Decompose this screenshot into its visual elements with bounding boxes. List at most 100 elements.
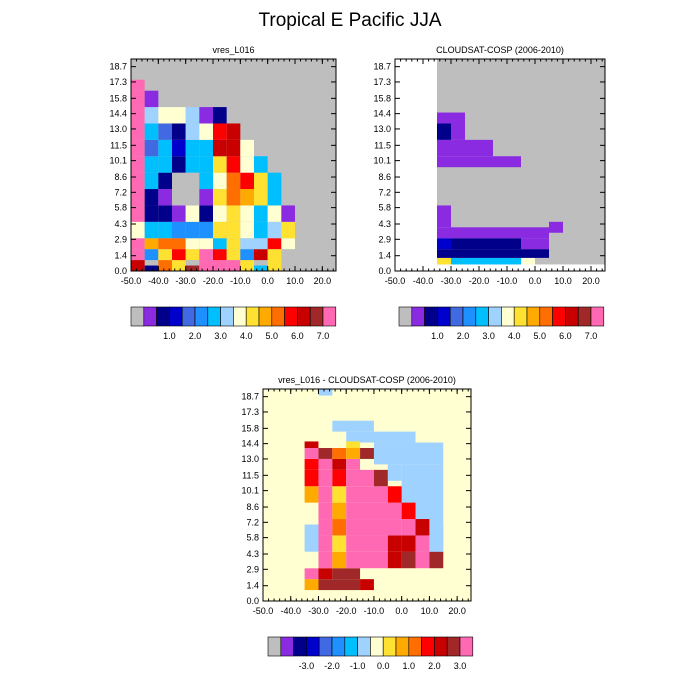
heatmap-cell xyxy=(332,535,347,552)
y-tick-label: 2.9 xyxy=(378,234,391,244)
y-tick-label: 14.4 xyxy=(373,109,391,119)
heatmap-cell xyxy=(131,189,145,206)
colorbar-box xyxy=(233,306,247,327)
colorbar-label: -2.0 xyxy=(324,661,340,671)
heatmap-cell xyxy=(451,123,465,140)
y-tick-label: 4.3 xyxy=(378,219,391,229)
y-tick-label: 13.0 xyxy=(241,454,259,464)
heatmap-cell xyxy=(185,156,200,173)
heatmap-cell xyxy=(131,107,145,124)
heatmap-cell xyxy=(172,156,186,173)
heatmap-cell xyxy=(158,260,172,271)
heatmap-cell xyxy=(158,221,172,239)
heatmap-cell xyxy=(318,535,333,552)
heatmap-cell xyxy=(172,205,186,222)
heatmap-cell xyxy=(185,205,200,222)
heatmap-cell xyxy=(267,221,282,239)
colorbar-box xyxy=(552,306,566,327)
colorbar-box xyxy=(475,306,489,327)
heatmap-cell xyxy=(144,205,159,222)
heatmap-cell xyxy=(213,156,227,173)
heatmap-cell xyxy=(254,249,268,261)
heatmap-cell xyxy=(346,486,388,503)
colorbar-label: 3.0 xyxy=(482,331,495,341)
heatmap-cell xyxy=(185,221,200,239)
colorbar-label: 6.0 xyxy=(559,331,572,341)
heatmap-cell xyxy=(226,139,241,157)
heatmap-cell xyxy=(185,265,200,271)
heatmap-cell xyxy=(451,238,521,250)
heatmap-cell xyxy=(346,431,416,443)
heatmap-cell xyxy=(304,551,319,569)
heatmap-cell xyxy=(199,107,213,124)
y-tick-label: 1.4 xyxy=(378,251,391,261)
heatmap-cell xyxy=(387,551,402,569)
y-tick-label: 14.4 xyxy=(241,439,259,449)
heatmap-cell xyxy=(346,469,374,487)
heatmap-cell xyxy=(131,238,145,250)
heatmap-cell xyxy=(185,139,200,157)
heatmap-cell xyxy=(304,568,319,580)
colorbar-box xyxy=(398,306,413,327)
x-tick-label: 20.0 xyxy=(314,276,332,286)
heatmap-cell xyxy=(281,238,295,250)
heatmap-cell xyxy=(332,486,347,503)
heatmap-cell xyxy=(332,502,347,520)
y-tick-label: 7.2 xyxy=(246,517,259,527)
heatmap-cell xyxy=(521,238,549,250)
colorbar-label: 7.0 xyxy=(585,331,598,341)
heatmap-cell xyxy=(415,551,430,569)
colorbar-box xyxy=(539,306,553,327)
heatmap-cell xyxy=(226,238,241,250)
colorbar-box xyxy=(344,636,358,657)
heatmap-cell xyxy=(144,90,159,108)
x-tick-label: -50.0 xyxy=(253,606,274,616)
heatmap-cell xyxy=(401,551,416,569)
heatmap-cell xyxy=(185,189,200,206)
heatmap-cell xyxy=(401,519,416,536)
colorbar-label: 2.0 xyxy=(457,331,470,341)
y-tick-label: 10.1 xyxy=(109,156,127,166)
heatmap-cell xyxy=(213,221,227,239)
colorbar-box xyxy=(284,306,298,327)
heatmap-cell xyxy=(213,139,227,157)
colorbar-box xyxy=(280,636,294,657)
colorbar-box xyxy=(271,306,285,327)
y-tick-label: 15.8 xyxy=(241,423,259,433)
colorbar-box xyxy=(590,306,605,327)
heatmap-cell xyxy=(144,265,159,271)
heatmap-cell xyxy=(226,221,241,239)
x-tick-label: -20.0 xyxy=(469,276,490,286)
x-tick-label: 0.0 xyxy=(261,276,274,286)
y-tick-label: 2.9 xyxy=(246,564,259,574)
colorbar-label: 7.0 xyxy=(317,331,330,341)
y-tick-label: 11.5 xyxy=(374,140,391,150)
heatmap-cell xyxy=(131,172,145,190)
heatmap-cell xyxy=(131,205,145,222)
colorbar-box xyxy=(207,306,221,327)
colorbar-box xyxy=(577,306,592,327)
colorbar-label: 1.0 xyxy=(431,331,444,341)
colorbar-label: 1.0 xyxy=(403,661,416,671)
heatmap-cell xyxy=(346,448,361,459)
x-tick-label: -10.0 xyxy=(364,606,385,616)
heatmap-cell xyxy=(213,123,227,140)
figure-title: Tropical E Pacific JJA xyxy=(258,10,442,31)
heatmap-cell xyxy=(226,249,241,261)
x-tick-label: -40.0 xyxy=(413,276,434,286)
heatmap-cell xyxy=(535,249,549,258)
heatmap-cell xyxy=(158,139,172,157)
heatmap-cell xyxy=(185,249,200,261)
heatmap-cell xyxy=(131,79,145,91)
heatmap-cell xyxy=(172,238,186,250)
heatmap-cell xyxy=(226,123,241,140)
heatmap-cell xyxy=(144,156,159,173)
heatmap-cell xyxy=(226,172,241,190)
heatmap-cell xyxy=(240,156,254,173)
heatmap-cell xyxy=(373,442,444,465)
heatmap-cell xyxy=(437,227,451,239)
heatmap-cell xyxy=(267,205,282,222)
heatmap-cell xyxy=(172,172,186,190)
heatmap-cell xyxy=(429,524,444,558)
heatmap-cell xyxy=(158,249,172,261)
